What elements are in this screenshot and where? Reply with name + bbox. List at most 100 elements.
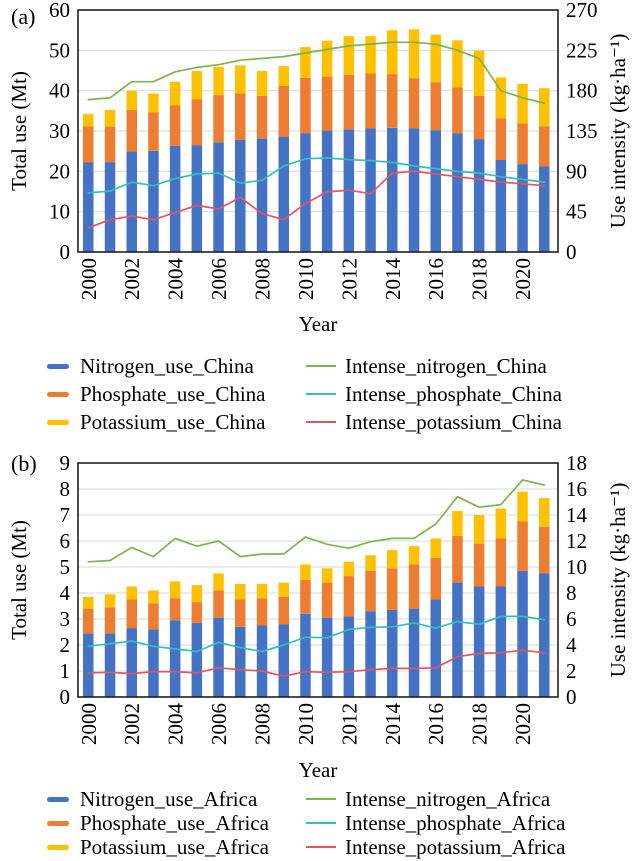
svg-text:30: 30 bbox=[49, 119, 70, 143]
bar-segment bbox=[191, 145, 203, 252]
svg-text:2: 2 bbox=[60, 633, 71, 657]
x-axis-tick-labels: 2000 2002 2004 2006 2008 2010 2012 2014 2016 2018… bbox=[77, 703, 535, 746]
Intense_phosphate_Africa-swatch-icon bbox=[306, 821, 336, 825]
bar-segment bbox=[256, 138, 268, 252]
bar-segment bbox=[213, 66, 224, 96]
legend-label: Potassium_use_Africa bbox=[80, 834, 269, 859]
legend-row: Phosphate_use_Africa Intense_phosphate_Af… bbox=[47, 811, 640, 835]
bar-segment bbox=[387, 568, 398, 610]
bar-segment bbox=[495, 77, 507, 119]
bar-segment bbox=[104, 162, 116, 252]
bar-segment bbox=[452, 535, 463, 583]
svg-text:2018: 2018 bbox=[468, 703, 492, 745]
bar-segment bbox=[539, 573, 550, 697]
bar-segment bbox=[473, 515, 485, 544]
svg-text:2018: 2018 bbox=[468, 258, 492, 300]
svg-text:2004: 2004 bbox=[164, 703, 188, 746]
legend-item-Potassium_use_Africa: Potassium_use_Africa bbox=[47, 834, 306, 859]
bar-segment bbox=[213, 617, 224, 697]
bar-segment bbox=[148, 150, 159, 252]
svg-text:6: 6 bbox=[566, 607, 577, 631]
panel-b: 0 1 2 3 4 5 6 7 8 9 0 2 4 6 8 10 12 14 16 18 2000 2002 2004 200… bbox=[0, 440, 640, 859]
panel-a: 0 10 20 30 40 50 60 0 45 90 135 180 225 270 2000 2002 20… bbox=[7, 0, 640, 433]
bar-series bbox=[83, 491, 550, 697]
legend-item-Nitrogen_use_Africa: Nitrogen_use_Africa bbox=[47, 788, 306, 810]
bar-segment bbox=[169, 620, 181, 697]
bar-segment bbox=[83, 596, 94, 609]
legend-item-Potassium_use_China: Potassium_use_China bbox=[47, 411, 306, 433]
legend-label: Intense_nitrogen_China bbox=[345, 353, 547, 378]
bar-segment bbox=[126, 628, 137, 697]
bar-segment bbox=[452, 133, 463, 252]
legend-item-Intense_nitrogen_China: Intense_nitrogen_China bbox=[306, 353, 547, 378]
legend-item-Nitrogen_use_China: Nitrogen_use_China bbox=[47, 355, 306, 377]
svg-text:2008: 2008 bbox=[251, 703, 275, 745]
bar-segment bbox=[408, 546, 420, 565]
svg-text:2012: 2012 bbox=[337, 703, 361, 745]
Phosphate_use_China-swatch-icon bbox=[47, 391, 69, 397]
line-Intense_potassium_China bbox=[87, 170, 546, 229]
bar-segment bbox=[148, 93, 159, 113]
bar-segment bbox=[213, 573, 224, 591]
svg-text:5: 5 bbox=[60, 555, 71, 579]
bar-segment bbox=[256, 95, 268, 139]
svg-text:2008: 2008 bbox=[251, 258, 275, 300]
bar-segment bbox=[495, 538, 507, 587]
bar-segment bbox=[539, 126, 550, 167]
legend-item-Intense_potassium_China: Intense_potassium_China bbox=[306, 411, 562, 433]
svg-text:2000: 2000 bbox=[77, 703, 101, 745]
svg-text:90: 90 bbox=[566, 159, 587, 183]
bar-segment bbox=[321, 582, 333, 618]
bar-segment bbox=[256, 70, 268, 96]
bar-segment bbox=[430, 538, 441, 558]
svg-text:14: 14 bbox=[566, 503, 588, 527]
bar-segment bbox=[83, 114, 94, 127]
line-series bbox=[87, 479, 546, 678]
bar-segment bbox=[408, 128, 420, 252]
svg-text:4: 4 bbox=[60, 581, 71, 605]
bar-segment bbox=[387, 609, 398, 697]
bar-segment bbox=[387, 74, 398, 128]
svg-text:45: 45 bbox=[566, 200, 587, 224]
bar-segment bbox=[452, 582, 463, 697]
svg-text:2012: 2012 bbox=[337, 258, 361, 300]
bar-segment bbox=[278, 624, 289, 697]
bar-segment bbox=[495, 508, 507, 539]
bar-segment bbox=[408, 78, 420, 129]
bar-segment bbox=[452, 87, 463, 134]
bar-segment bbox=[517, 570, 528, 697]
bar-segment bbox=[430, 557, 441, 600]
bar-segment bbox=[365, 555, 376, 571]
bar-segment bbox=[256, 625, 268, 697]
bar-segment bbox=[126, 90, 137, 111]
bar-segment bbox=[495, 118, 507, 160]
bar-segment bbox=[473, 139, 485, 252]
svg-text:10: 10 bbox=[566, 555, 587, 579]
legend-label: Phosphate_use_Africa bbox=[80, 810, 269, 835]
bar-segment bbox=[473, 50, 485, 96]
right-axis-title: Use intensity (kg·ha⁻¹) bbox=[606, 483, 630, 678]
legend-item-Intense_phosphate_Africa: Intense_phosphate_Africa bbox=[306, 812, 565, 834]
bar-segment bbox=[365, 128, 376, 252]
svg-text:2006: 2006 bbox=[207, 258, 231, 300]
svg-text:2000: 2000 bbox=[77, 258, 101, 300]
Potassium_use_Africa-swatch-icon bbox=[47, 844, 69, 850]
bar-segment bbox=[430, 130, 441, 252]
legend-row: Nitrogen_use_China Intense_nitrogen_China bbox=[47, 352, 640, 380]
left-axis-title: Total use (Mt) bbox=[7, 520, 31, 640]
bar-segment bbox=[408, 608, 420, 697]
svg-text:10: 10 bbox=[49, 200, 70, 224]
bar-segment bbox=[126, 151, 137, 252]
bar-segment bbox=[169, 81, 181, 106]
bar-segment bbox=[300, 613, 311, 697]
bar-segment bbox=[169, 105, 181, 146]
svg-text:2020: 2020 bbox=[511, 258, 535, 300]
bar-segment bbox=[126, 586, 137, 600]
line-Intense_potassium_Africa bbox=[87, 649, 546, 678]
bar-segment bbox=[104, 607, 116, 634]
bar-segment bbox=[191, 99, 203, 146]
svg-text:2014: 2014 bbox=[381, 703, 405, 746]
Intense_potassium_China-swatch-icon bbox=[306, 420, 336, 424]
